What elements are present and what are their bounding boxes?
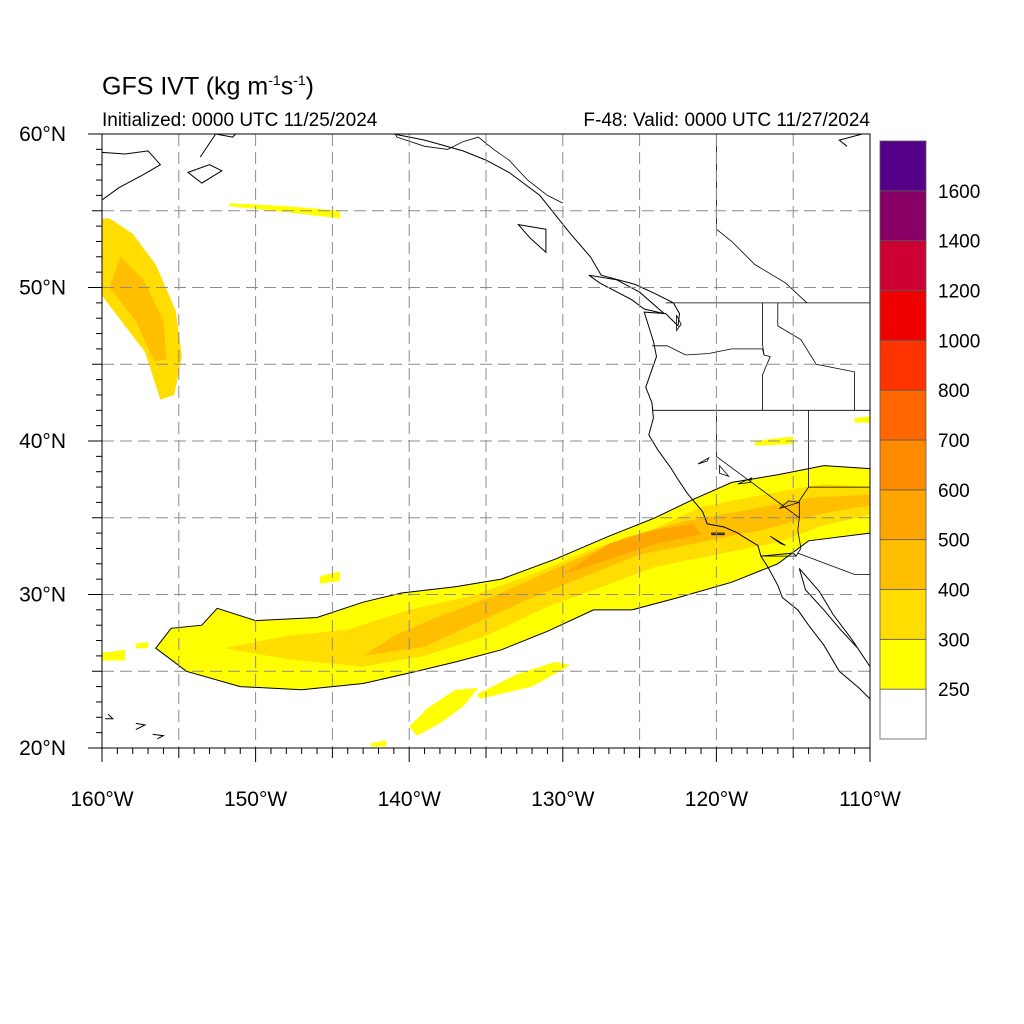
coastline — [105, 713, 115, 720]
valid-time: F-48: Valid: 0000 UTC 11/27/2024 — [583, 110, 870, 131]
ivt-interior-patch — [854, 416, 870, 423]
lat-label: 20°N — [19, 737, 66, 760]
ivt-plume-400 — [363, 494, 870, 656]
colorbar-swatch — [879, 290, 927, 341]
colorbar-swatch — [879, 439, 927, 491]
lon-label: 150°W — [224, 788, 287, 811]
political-border — [651, 345, 771, 411]
lake-outline — [719, 464, 730, 478]
ivt-north-band-core — [109, 256, 167, 362]
political-border — [777, 302, 855, 411]
colorbar-swatch — [879, 389, 927, 441]
lon-label: 130°W — [531, 788, 594, 811]
political-border — [395, 134, 563, 204]
colorbar-label: 300 — [938, 630, 970, 651]
lake-outline — [676, 314, 682, 332]
colorbar-swatch — [879, 240, 927, 291]
ivt-south-blob — [409, 688, 479, 736]
lat-label: 30°N — [19, 584, 66, 607]
coastline — [760, 555, 870, 700]
ivt-plume-500 — [562, 523, 701, 575]
colorbar-label: 250 — [938, 680, 970, 701]
lon-label: 110°W — [839, 788, 901, 811]
coastline — [798, 568, 870, 667]
colorbar-label: 700 — [938, 431, 970, 452]
ivt-south-blob — [320, 571, 341, 584]
colorbar-label: 1400 — [938, 232, 980, 253]
coastline — [199, 134, 237, 158]
colorbar-label: 800 — [938, 381, 970, 402]
ivt-south-blob — [476, 662, 571, 699]
colorbar-swatch — [879, 688, 927, 740]
lon-label: 120°W — [685, 788, 748, 811]
coastline — [152, 733, 166, 740]
island-outline — [186, 164, 223, 184]
colorbar-label: 1200 — [938, 282, 980, 303]
island-outline — [711, 532, 725, 536]
political-border — [798, 410, 809, 518]
initialized-time: Initialized: 0000 UTC 11/25/2024 — [102, 110, 378, 131]
colorbar-swatch — [879, 589, 927, 640]
coastline — [163, 750, 180, 761]
coastline — [102, 150, 162, 201]
coastline — [135, 722, 147, 731]
lat-label: 50°N — [19, 277, 66, 300]
lake-outline — [779, 500, 800, 509]
island-outline — [588, 274, 665, 315]
colorbar-swatch — [879, 190, 927, 242]
colorbar-label: 500 — [938, 531, 970, 552]
colorbar-label: 1600 — [938, 182, 980, 203]
colorbar-swatch — [879, 140, 927, 192]
lon-label: 160°W — [70, 788, 133, 811]
colorbar-label: 400 — [938, 581, 970, 602]
political-border — [762, 302, 765, 356]
colorbar-label: 1000 — [938, 331, 980, 352]
lat-label: 40°N — [19, 430, 66, 453]
coastline — [838, 134, 863, 147]
map-title: GFS IVT (kg m-1s-1) — [102, 72, 314, 101]
lake-outline — [697, 456, 710, 465]
coastline — [393, 134, 762, 557]
colorbar-swatch — [879, 638, 927, 690]
lake-outline — [769, 535, 786, 546]
ivt-south-blob — [102, 649, 125, 661]
island-outline — [516, 223, 547, 254]
lat-label: 60°N — [19, 123, 66, 146]
lake-outline — [737, 477, 753, 485]
colorbar-swatch — [879, 539, 927, 590]
colorbar-swatch — [879, 489, 927, 541]
lon-label: 140°W — [378, 788, 441, 811]
ivt-south-blob — [135, 642, 149, 649]
colorbar-swatch — [879, 339, 927, 391]
ivt-south-blob — [370, 740, 387, 747]
colorbar-label: 600 — [938, 481, 970, 502]
